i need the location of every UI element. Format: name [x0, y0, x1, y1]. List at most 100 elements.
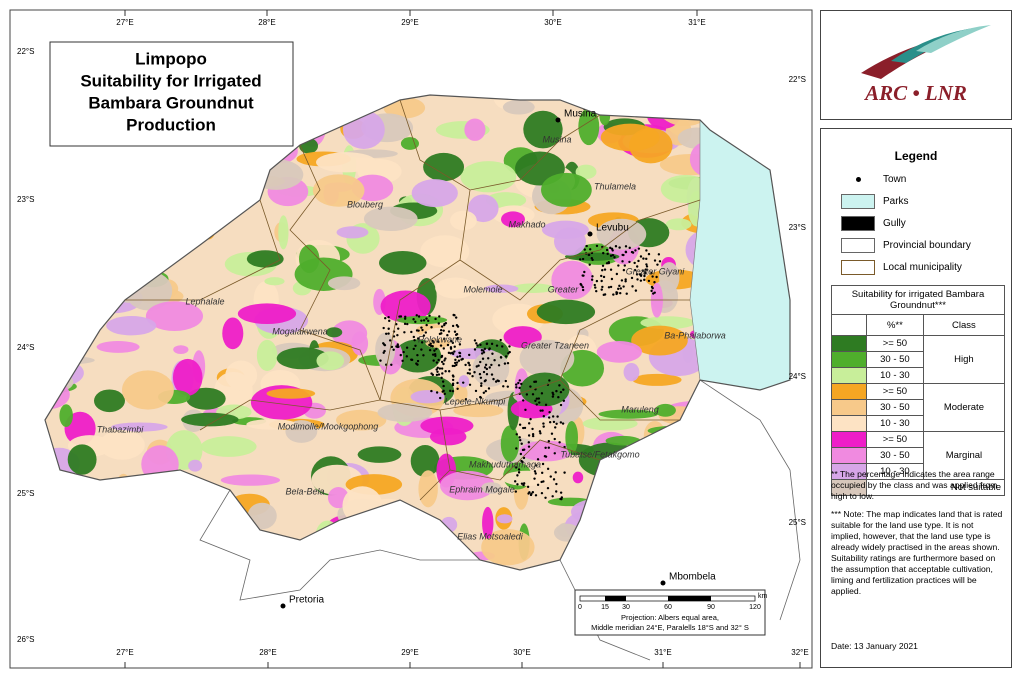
gully: [488, 366, 491, 369]
gully: [442, 362, 445, 366]
gully: [588, 263, 591, 266]
gully: [587, 253, 591, 257]
gully: [420, 341, 424, 344]
gully: [424, 331, 428, 334]
gully: [558, 384, 561, 387]
gully: [388, 319, 391, 323]
gully: [480, 384, 483, 388]
gully: [601, 264, 605, 268]
gully: [444, 322, 448, 325]
gully: [382, 326, 385, 330]
gully: [647, 279, 651, 283]
gully: [591, 258, 594, 262]
gully: [653, 291, 656, 294]
table-range: >= 50: [866, 383, 924, 400]
gully: [432, 359, 435, 362]
gully: [467, 361, 470, 365]
gully: [487, 357, 490, 360]
gully: [422, 334, 426, 337]
gully: [581, 288, 585, 292]
gully: [412, 318, 415, 321]
gully: [438, 332, 442, 336]
gully: [451, 352, 455, 356]
gully: [563, 471, 566, 474]
gully: [534, 494, 538, 497]
gully: [527, 492, 530, 495]
gully: [471, 375, 474, 378]
suitability-patch: [145, 301, 204, 332]
gully: [499, 338, 502, 342]
scale-bar-segment: [668, 596, 711, 601]
table-swatch: [831, 367, 867, 384]
gully: [624, 245, 628, 248]
gully: [437, 358, 440, 362]
gully: [615, 291, 618, 294]
gully: [517, 468, 521, 471]
gully: [456, 387, 459, 390]
gully: [520, 482, 524, 485]
gully: [624, 280, 627, 283]
gully: [611, 253, 615, 257]
gully: [628, 260, 631, 264]
gully: [519, 438, 522, 442]
suitability-patch: [565, 420, 579, 455]
table-swatch: [831, 431, 867, 448]
gully: [388, 339, 392, 342]
gully: [504, 355, 508, 358]
scale-unit: km: [758, 593, 768, 600]
legend-swatch: [841, 216, 875, 231]
gully: [522, 456, 526, 460]
gully: [535, 403, 538, 406]
gully: [541, 409, 544, 412]
gully: [609, 254, 613, 257]
gully: [595, 289, 598, 293]
gully: [527, 445, 531, 448]
suitability-patch: [464, 118, 486, 141]
gully: [542, 422, 545, 425]
gully: [533, 470, 537, 473]
table-class: Moderate: [922, 383, 1006, 432]
gully: [410, 358, 414, 362]
gully: [513, 480, 517, 483]
suitability-patch: [503, 326, 542, 348]
suitability-patch: [660, 174, 711, 204]
table-swatch: [831, 335, 867, 352]
gully: [449, 346, 453, 349]
gully: [539, 409, 542, 412]
legend-item: Local municipality: [841, 260, 962, 275]
gully: [600, 288, 603, 291]
gully: [522, 399, 525, 402]
gully: [634, 249, 637, 252]
gully: [490, 363, 493, 367]
title-box: [49, 41, 294, 147]
gully: [446, 334, 449, 337]
gully: [558, 441, 561, 444]
gully: [428, 348, 432, 352]
suitability-patch: [67, 444, 97, 475]
gully: [657, 253, 661, 256]
gully: [403, 317, 407, 320]
gully: [466, 371, 470, 375]
gully: [519, 452, 523, 456]
town-dot: [587, 231, 593, 237]
note: *** Note: The map indicates land that is…: [831, 509, 1003, 596]
gully: [582, 274, 585, 277]
suitability-patch: [336, 226, 369, 239]
suitability-patch: [496, 514, 513, 524]
gully: [516, 474, 519, 477]
gully: [435, 368, 438, 371]
gully: [438, 396, 442, 400]
gully: [553, 437, 556, 441]
table-range: 30 - 50: [866, 399, 924, 416]
suitability-patch: [121, 370, 174, 410]
gully: [527, 434, 531, 437]
suitability-patch: [111, 422, 168, 432]
scale-label: 0: [578, 604, 582, 611]
gully: [621, 253, 624, 257]
municipality-label: Thabazimbi: [97, 424, 145, 434]
gully: [433, 349, 436, 352]
suitability-patch: [93, 389, 125, 413]
gully: [562, 399, 566, 402]
gully: [517, 471, 521, 474]
